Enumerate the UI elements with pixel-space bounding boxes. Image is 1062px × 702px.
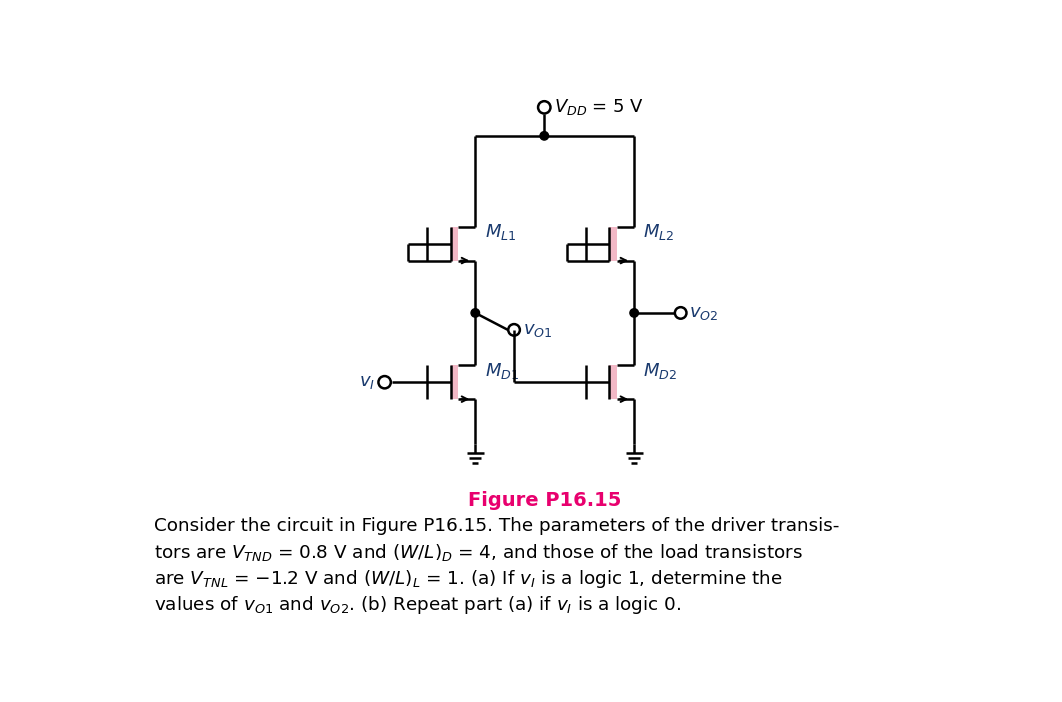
Text: are $V_{TNL}$ = −1.2 V and $(W/L)_L$ = 1. (a) If $v_I$ is a logic 1, determine t: are $V_{TNL}$ = −1.2 V and $(W/L)_L$ = 1…: [154, 568, 783, 590]
Text: Figure P16.15: Figure P16.15: [467, 491, 621, 510]
Circle shape: [472, 309, 480, 317]
Circle shape: [539, 131, 549, 140]
Bar: [610, 365, 617, 399]
Circle shape: [630, 309, 638, 317]
Text: $M_{D1}$: $M_{D1}$: [484, 361, 518, 380]
Text: $v_I$: $v_I$: [359, 373, 375, 391]
Text: $V_{DD}$ = 5 V: $V_{DD}$ = 5 V: [553, 98, 644, 117]
Text: tors are $V_{TND}$ = 0.8 V and $(W/L)_D$ = 4, and those of the load transistors: tors are $V_{TND}$ = 0.8 V and $(W/L)_D$…: [154, 542, 803, 563]
Text: $M_{L2}$: $M_{L2}$: [644, 222, 674, 242]
Text: values of $v_{O1}$ and $v_{O2}$. (b) Repeat part (a) if $v_I$ is a logic 0.: values of $v_{O1}$ and $v_{O2}$. (b) Rep…: [154, 594, 682, 616]
Bar: [450, 227, 458, 260]
Text: $M_{L1}$: $M_{L1}$: [484, 222, 516, 242]
Text: $v_{O2}$: $v_{O2}$: [689, 304, 719, 322]
Text: $M_{D2}$: $M_{D2}$: [644, 361, 678, 380]
Bar: [610, 227, 617, 260]
Text: $v_{O1}$: $v_{O1}$: [523, 321, 552, 339]
Text: Consider the circuit in Figure P16.15. The parameters of the driver transis-: Consider the circuit in Figure P16.15. T…: [154, 517, 840, 535]
Bar: [450, 365, 458, 399]
